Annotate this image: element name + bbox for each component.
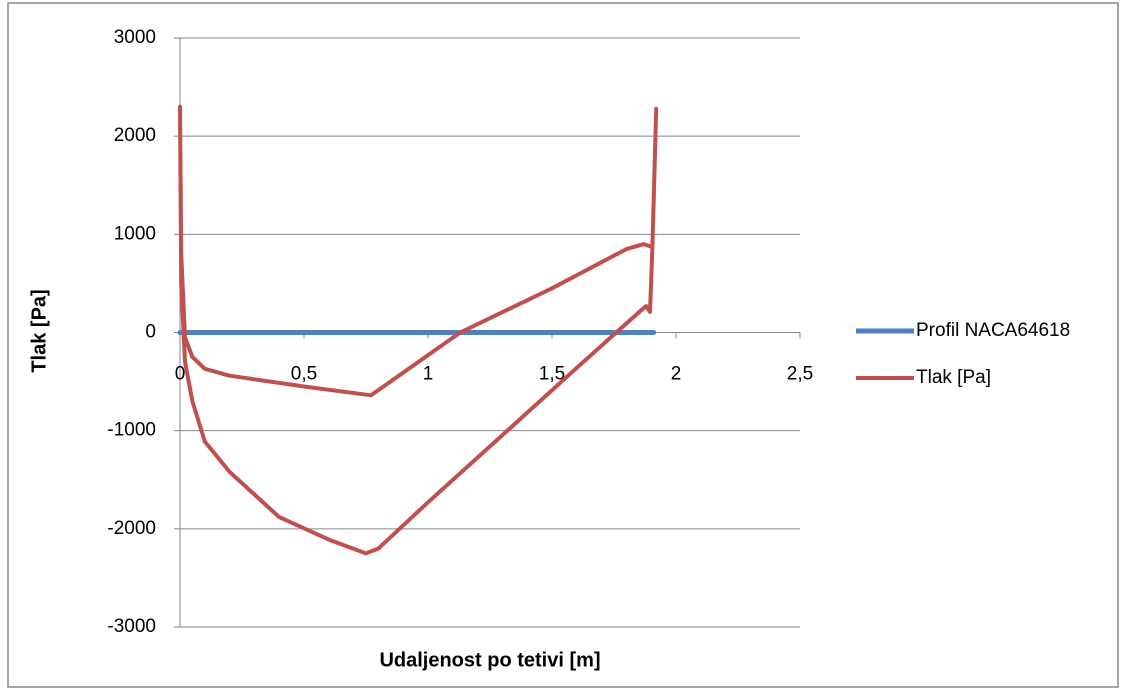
x-tick-label: 0,5 bbox=[291, 364, 317, 385]
y-axis-title: Tlak [Pa] bbox=[28, 289, 50, 372]
y-tick-label: -2000 bbox=[107, 518, 156, 539]
legend-label: Tlak [Pa] bbox=[916, 367, 991, 388]
x-tick-label: 2 bbox=[671, 364, 682, 385]
series-line bbox=[178, 104, 659, 556]
x-axis-title: Udaljenost po tetivi [m] bbox=[379, 649, 600, 671]
x-tick-label: 1 bbox=[423, 364, 434, 385]
y-tick-label: 0 bbox=[145, 322, 156, 343]
y-tick-label: 2000 bbox=[114, 125, 156, 146]
y-tick-label: 1000 bbox=[114, 223, 156, 244]
y-tick-label: 3000 bbox=[114, 27, 156, 48]
x-tick-label: 2,5 bbox=[787, 364, 813, 385]
legend-label: Profil NACA64618 bbox=[916, 320, 1070, 341]
y-tick-label: -3000 bbox=[107, 616, 156, 637]
y-tick-label: -1000 bbox=[107, 420, 156, 441]
chart-border bbox=[7, 2, 1119, 688]
x-tick-label: 0 bbox=[175, 364, 186, 385]
x-tick-label: 1,5 bbox=[539, 364, 565, 385]
